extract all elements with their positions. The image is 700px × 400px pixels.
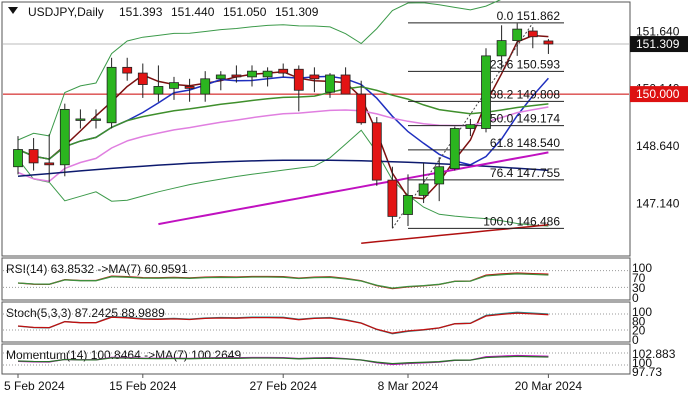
time-axis: 5 Feb 2024 15 Feb 2024 27 Feb 2024 8 Mar 20… — [4, 374, 582, 393]
time-axis-label: 5 Feb 2024 — [4, 379, 65, 393]
candle-body — [44, 162, 55, 166]
indicator-axis-label: 100 — [632, 356, 652, 370]
indicator-axis-label: 100 — [632, 305, 652, 319]
indicator-axis-label: 0 — [632, 333, 639, 347]
candle-body — [293, 68, 304, 91]
time-axis-label: 27 Feb 2024 — [250, 379, 318, 393]
fibonacci-levels: 0.0 151.862 23.6 150.593 38.2 149.808 50.0 … — [391, 9, 564, 229]
chart-header-open: 151.393 — [119, 5, 163, 19]
fib-level-label: 23.6 150.593 — [490, 57, 560, 71]
indicator-axis-label: 97.73 — [632, 365, 662, 379]
fib-trend-line — [391, 22, 534, 229]
red-level-tag — [630, 86, 688, 103]
candle-body — [309, 74, 320, 80]
candle-body — [418, 183, 429, 196]
candle-body — [449, 128, 460, 170]
candle-body — [247, 70, 257, 78]
ma-magenta-line — [158, 151, 549, 226]
ma-navy-line — [17, 159, 549, 178]
bollinger-upper-line — [17, 0, 502, 141]
time-axis-label: 8 Mar 2024 — [378, 379, 439, 393]
fib-level-label: 38.2 149.808 — [490, 87, 560, 101]
candle-body — [169, 82, 179, 89]
candle-body — [403, 194, 413, 215]
red-level-label: 150.000 — [636, 87, 680, 101]
chart-header-low: 151.050 — [223, 5, 267, 19]
candle-body — [28, 149, 39, 164]
candle-body — [91, 118, 101, 121]
candle-body — [481, 55, 491, 129]
time-axis-label: 20 Mar 2024 — [515, 379, 583, 393]
candle-body — [434, 166, 445, 185]
ma-red-line — [361, 224, 549, 244]
indicator-panels: RSI(14) 63.8532 ->MA(7) 60.9591 10070300S… — [3, 261, 676, 379]
last-price-tag — [630, 36, 688, 53]
fib-level-label: 100.0 146.486 — [483, 214, 560, 228]
candle-body — [387, 179, 398, 217]
indicator-axis-label: 102.883 — [632, 347, 676, 361]
price-axis-label: 151.640 — [636, 24, 680, 38]
candle-body — [200, 78, 211, 95]
time-axis-label: 15 Feb 2024 — [109, 379, 177, 393]
indicator-header: Stoch(5,3,3) 87.2425 88.9889 — [6, 306, 165, 320]
rsi-ma-line — [17, 273, 549, 289]
candle-body — [465, 124, 476, 129]
candle-body — [137, 72, 148, 85]
candle-body — [340, 74, 351, 95]
chart-header-symbol: USDJPY,Daily — [28, 5, 104, 19]
momentum-ma-line — [17, 355, 549, 365]
rsi-panel-frame — [1, 257, 631, 301]
candle-body — [122, 66, 133, 74]
candles — [13, 23, 554, 228]
indicator-header: Momentum(14) 100.8464 ->MA(7) 100.2649 — [6, 348, 241, 362]
indicator-axis-label: 70 — [632, 271, 646, 285]
candle-body — [262, 70, 273, 78]
fib-level-label: 76.4 147.755 — [490, 166, 560, 180]
indicator-header: RSI(14) 63.8532 ->MA(7) 60.9591 — [6, 262, 188, 276]
candle-body — [512, 28, 523, 41]
price-axis-label: 147.140 — [636, 196, 680, 210]
collapse-arrow-icon[interactable] — [8, 7, 18, 14]
candle-body — [278, 68, 289, 74]
chart-header-high: 151.440 — [171, 5, 215, 19]
fib-level-label: 50.0 149.174 — [490, 112, 560, 126]
fib-level-label: 0.0 151.862 — [497, 9, 561, 23]
indicator-axis-label: 80 — [632, 314, 646, 328]
ma-green-line — [17, 86, 549, 160]
candle-body — [215, 74, 226, 80]
price-axis-label: 148.640 — [636, 139, 680, 153]
candle-body — [59, 108, 70, 166]
candle-body — [371, 122, 382, 181]
candle-body — [325, 74, 335, 93]
indicator-axis-label: 30 — [632, 281, 646, 295]
candle-body — [356, 93, 367, 124]
candle-body — [527, 30, 538, 38]
candle-body — [106, 66, 117, 124]
indicator-axis-label: 100 — [632, 261, 652, 275]
candle-body — [231, 74, 242, 78]
candle-body — [153, 86, 164, 95]
chart-header-close: 151.309 — [275, 5, 319, 19]
candle-body — [496, 40, 507, 57]
indicator-axis-label: 20 — [632, 324, 646, 338]
fib-level-label: 61.8 148.540 — [490, 136, 560, 150]
candle-body — [184, 86, 195, 89]
candle-body — [543, 40, 554, 45]
bollinger-lower-line — [17, 129, 549, 227]
stoch-signal-line — [17, 312, 549, 334]
candle-body — [13, 149, 23, 168]
price-axis: 151.640150.140148.640147.140151.309150.0… — [630, 24, 688, 210]
stoch-panel-frame — [1, 301, 631, 343]
last-price-label: 151.309 — [636, 37, 680, 51]
indicator-axis-label: 0 — [632, 291, 639, 305]
candle-body — [75, 118, 86, 121]
